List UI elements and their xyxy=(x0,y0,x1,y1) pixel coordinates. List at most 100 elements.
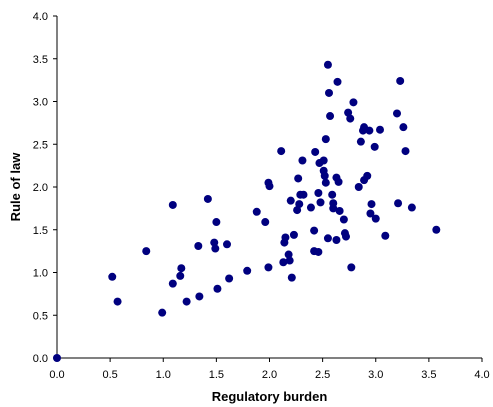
data-point xyxy=(396,76,405,85)
data-point xyxy=(108,272,117,281)
data-point xyxy=(376,125,384,134)
data-point xyxy=(367,200,376,209)
data-point xyxy=(243,266,252,275)
data-point xyxy=(195,292,204,301)
x-tick-label: 3.0 xyxy=(368,369,383,381)
data-point xyxy=(182,297,191,306)
x-tick-label: 2.5 xyxy=(315,369,330,381)
y-tick-label: 3.0 xyxy=(33,97,48,109)
data-point xyxy=(285,256,294,265)
data-point xyxy=(328,190,337,199)
data-point xyxy=(158,308,167,317)
data-point xyxy=(371,214,380,223)
x-tick-label: 2.0 xyxy=(262,369,277,381)
data-point xyxy=(320,171,329,180)
data-point xyxy=(339,215,348,224)
data-point xyxy=(394,199,403,208)
data-point xyxy=(294,174,303,183)
data-point xyxy=(432,225,441,234)
data-point xyxy=(319,156,328,165)
data-point xyxy=(366,209,375,218)
data-point xyxy=(265,182,274,191)
data-point xyxy=(53,354,61,362)
y-tick-label: 1.0 xyxy=(33,268,48,280)
x-tick-label: 0.0 xyxy=(49,369,64,381)
y-axis-title: Rule of law xyxy=(8,152,23,222)
data-point xyxy=(363,171,372,180)
data-point xyxy=(321,178,330,187)
data-point xyxy=(346,114,355,123)
data-point xyxy=(284,250,293,259)
x-tick-label: 4.0 xyxy=(474,369,489,381)
data-point xyxy=(326,112,335,121)
data-point xyxy=(211,244,220,253)
data-point xyxy=(323,234,332,243)
data-point xyxy=(329,199,338,208)
data-point xyxy=(333,77,342,86)
data-point xyxy=(264,263,273,272)
data-point xyxy=(325,88,333,97)
data-point xyxy=(381,231,390,240)
data-point xyxy=(323,60,332,69)
data-point xyxy=(261,218,270,227)
data-point xyxy=(314,188,323,197)
data-point xyxy=(311,147,320,156)
data-point xyxy=(203,194,212,203)
data-point xyxy=(289,230,298,239)
data-point xyxy=(194,241,203,250)
data-point xyxy=(168,200,177,209)
data-point xyxy=(213,284,222,293)
data-point xyxy=(401,147,410,156)
x-axis-title: Regulatory burden xyxy=(212,389,328,404)
data-point xyxy=(295,200,304,209)
data-point xyxy=(286,196,295,205)
data-point xyxy=(321,135,330,144)
data-point xyxy=(365,126,374,135)
data-points xyxy=(53,60,441,362)
data-point xyxy=(212,218,221,227)
data-point xyxy=(299,190,308,199)
x-tick-label: 0.5 xyxy=(102,369,117,381)
data-point xyxy=(142,247,151,256)
y-tick-label: 0.5 xyxy=(33,310,48,322)
data-point xyxy=(332,236,341,245)
data-point xyxy=(177,264,186,273)
y-tick-label: 2.5 xyxy=(33,139,48,151)
y-tick-label: 0.0 xyxy=(33,353,48,365)
data-point xyxy=(113,297,122,306)
x-tick-label: 1.0 xyxy=(156,369,171,381)
data-point xyxy=(316,198,325,207)
x-tick-label: 3.5 xyxy=(421,369,436,381)
data-point xyxy=(314,247,323,256)
data-point xyxy=(342,232,350,241)
data-point xyxy=(277,147,286,156)
data-point xyxy=(393,109,401,118)
data-point xyxy=(399,123,408,132)
data-point xyxy=(176,271,185,280)
x-ticks: 0.0 0.5 1.0 1.5 2.0 2.5 3.0 3.5 4.0 xyxy=(49,358,490,381)
y-tick-label: 3.5 xyxy=(33,54,48,66)
data-point xyxy=(168,279,177,288)
data-point xyxy=(349,98,358,107)
data-point xyxy=(407,203,416,212)
data-point xyxy=(298,156,307,165)
data-point xyxy=(310,226,319,235)
data-point xyxy=(225,274,234,283)
data-point xyxy=(279,258,288,267)
y-tick-label: 2.0 xyxy=(33,182,48,194)
y-tick-label: 1.5 xyxy=(33,225,48,237)
data-point xyxy=(334,177,343,186)
data-point xyxy=(370,142,379,151)
data-point xyxy=(252,207,261,216)
data-point xyxy=(306,203,315,212)
data-point xyxy=(281,233,290,242)
x-tick-label: 1.5 xyxy=(209,369,224,381)
data-point xyxy=(287,273,296,282)
data-point xyxy=(335,206,344,215)
data-point xyxy=(354,183,363,191)
data-point xyxy=(210,238,219,247)
data-point xyxy=(347,263,356,272)
y-ticks: 0.0 0.5 1.0 1.5 2.0 2.5 3.0 3.5 4.0 xyxy=(33,11,57,365)
data-point xyxy=(223,240,231,249)
